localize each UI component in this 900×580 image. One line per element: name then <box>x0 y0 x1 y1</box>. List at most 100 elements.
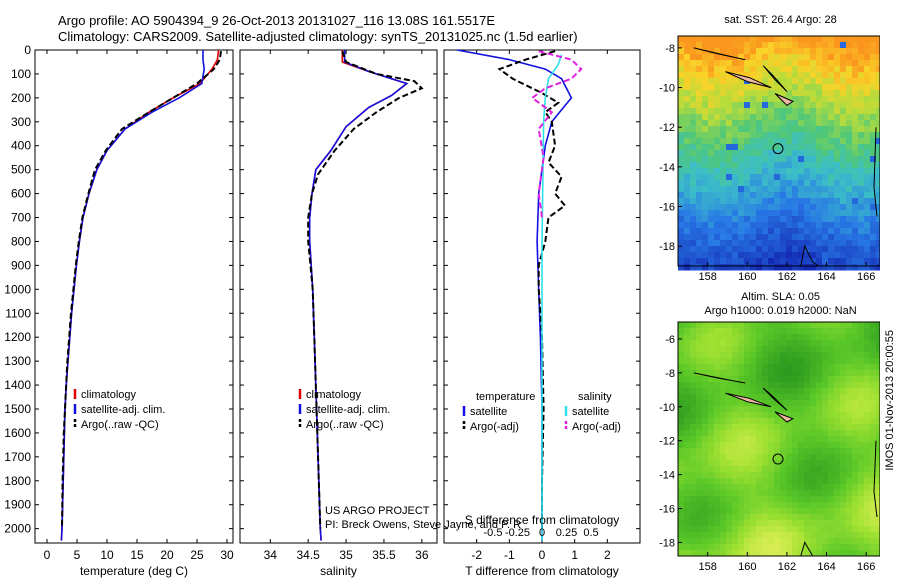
map-cell <box>852 328 859 335</box>
map-cell <box>822 376 829 383</box>
map-cell <box>858 544 865 551</box>
map-cell <box>744 90 751 97</box>
map-cell <box>732 180 739 187</box>
map-cell <box>762 138 769 145</box>
map-cell <box>714 364 721 371</box>
map-cell <box>708 234 715 241</box>
map-cell <box>774 358 781 365</box>
map-cell <box>834 478 841 485</box>
map-cell <box>678 192 685 199</box>
map-cell <box>852 36 859 43</box>
map-cell <box>774 328 781 335</box>
map-cell <box>690 538 697 545</box>
map-cell <box>708 490 715 497</box>
map-cell <box>816 376 823 383</box>
map-cell <box>780 90 787 97</box>
map-cell <box>702 78 709 85</box>
map-cell <box>816 478 823 485</box>
map-cell <box>696 490 703 497</box>
map-cell <box>828 60 835 67</box>
map-cell <box>858 120 865 127</box>
map-cell <box>840 198 847 205</box>
map-cell <box>780 388 787 395</box>
map-cell <box>756 520 763 527</box>
map-cell <box>858 400 865 407</box>
map-cell <box>798 418 805 425</box>
map-cell <box>732 526 739 533</box>
map-cell <box>738 144 745 151</box>
map-cell <box>756 210 763 217</box>
map-cell <box>840 406 847 413</box>
map-cell <box>828 388 835 395</box>
map-y-tick-label: -18 <box>659 537 675 549</box>
map-cell <box>768 388 775 395</box>
map-cell <box>864 526 871 533</box>
map-cell <box>684 132 691 139</box>
map-cell <box>696 144 703 151</box>
map-cell <box>726 400 733 407</box>
map-cell <box>828 168 835 175</box>
map-cell <box>786 72 793 79</box>
map-cell <box>708 204 715 211</box>
map-y-tick-label: -10 <box>659 402 675 414</box>
map-cell <box>744 544 751 551</box>
map-cell <box>708 388 715 395</box>
map-cell <box>726 138 733 145</box>
map-cell <box>786 54 793 61</box>
map-cell <box>690 418 697 425</box>
map-cell <box>816 162 823 169</box>
map-cell <box>756 216 763 223</box>
map-cell <box>780 108 787 115</box>
map-cell <box>810 264 817 271</box>
map-cell <box>816 544 823 551</box>
map-cell <box>858 454 865 461</box>
map-cell <box>822 442 829 449</box>
map-cell <box>870 364 877 371</box>
map-cell <box>720 364 727 371</box>
map-cell <box>690 484 697 491</box>
map-cell <box>876 114 880 121</box>
map-cell <box>780 532 787 539</box>
map-cell <box>822 328 829 335</box>
map-cell <box>714 358 721 365</box>
map-cell <box>756 550 763 557</box>
map-cell <box>720 156 727 163</box>
map-cell <box>678 346 685 353</box>
map-cell <box>774 72 781 79</box>
map-cell <box>876 358 880 365</box>
map-cell <box>804 400 811 407</box>
map-cell <box>720 150 727 157</box>
map-cell <box>804 222 811 229</box>
map-cell <box>786 60 793 67</box>
map-cell <box>858 436 865 443</box>
map-cell <box>696 544 703 551</box>
map-cell <box>852 114 859 121</box>
map-cell <box>864 114 871 121</box>
map-cell <box>864 102 871 109</box>
map-cell <box>678 108 685 115</box>
map-cell <box>780 478 787 485</box>
map-cell <box>786 508 793 515</box>
map-cell <box>810 162 817 169</box>
map-cell <box>840 186 847 193</box>
map-cell <box>714 496 721 503</box>
map-cell <box>858 322 865 329</box>
map-cell <box>714 222 721 229</box>
map-cell <box>738 550 745 557</box>
map-cell <box>768 36 775 43</box>
map-cell <box>828 370 835 377</box>
map-cell <box>756 436 763 443</box>
map-cell <box>726 162 733 169</box>
map-cell <box>762 144 769 151</box>
map-cell <box>750 48 757 55</box>
map-cell <box>798 352 805 359</box>
map-cell <box>828 186 835 193</box>
map-cell <box>690 382 697 389</box>
map-cell <box>822 174 829 181</box>
map-cell <box>840 400 847 407</box>
map-cell <box>696 42 703 49</box>
map-cell <box>708 126 715 133</box>
map-cell <box>876 132 880 139</box>
map-cell <box>702 42 709 49</box>
map-y-tick-label: -14 <box>659 162 675 174</box>
